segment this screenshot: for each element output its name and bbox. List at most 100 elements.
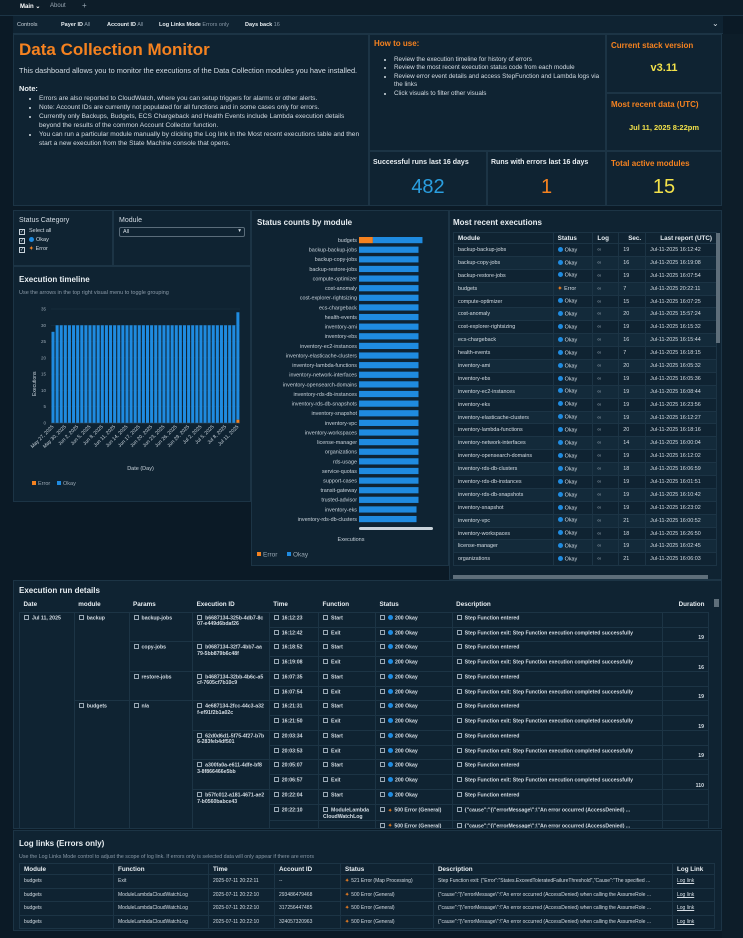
timeline-bar-okay[interactable] bbox=[154, 325, 158, 423]
status-counts-chart[interactable]: budgets backup-backup-jobs backup-copy-job… bbox=[252, 211, 450, 567]
log-link-cell[interactable]: ∞ bbox=[592, 255, 620, 270]
log-link-cell[interactable]: ∞ bbox=[592, 436, 620, 451]
collapse-icon[interactable] bbox=[323, 807, 329, 813]
collapse-icon[interactable] bbox=[197, 644, 203, 650]
log-link-cell[interactable]: ∞ bbox=[592, 294, 620, 309]
table-row[interactable]: inventory-snapshot Okay ∞ 19 Jul-11-2025 16:… bbox=[453, 500, 717, 515]
collapse-icon[interactable] bbox=[197, 762, 203, 768]
log-link-cell[interactable]: ∞ bbox=[592, 487, 620, 502]
collapse-icon[interactable] bbox=[323, 688, 329, 694]
collapse-icon[interactable] bbox=[273, 703, 279, 709]
date-cell[interactable] bbox=[19, 789, 75, 805]
collapse-icon[interactable] bbox=[197, 673, 203, 679]
collapse-icon[interactable] bbox=[273, 792, 279, 798]
status-bar-okay[interactable] bbox=[359, 477, 419, 484]
timeline-bar-okay[interactable] bbox=[195, 325, 199, 423]
table-row[interactable]: budgets ✦ Error ∞ 7 Jul-11-2025 20:22:11 bbox=[453, 281, 717, 296]
status-bar-okay[interactable] bbox=[359, 448, 419, 455]
date-cell[interactable] bbox=[19, 715, 75, 731]
table-row[interactable]: budgets n/a 4e687134-2fcc-44c3-a32f-ef91f2… bbox=[19, 700, 709, 717]
status-bar-okay[interactable] bbox=[359, 515, 417, 523]
collapse-icon[interactable] bbox=[456, 673, 462, 679]
timeline-bar-okay[interactable] bbox=[80, 325, 84, 423]
timeline-bar-okay[interactable] bbox=[158, 325, 162, 423]
column-header[interactable]: Function bbox=[113, 863, 209, 875]
details-scrollbar[interactable] bbox=[714, 599, 719, 607]
table-row[interactable]: copy-jobs b0687134-32f7-4bb7-aa79-5bb879b… bbox=[19, 641, 709, 658]
table-row[interactable]: inventory-ami Okay ∞ 20 Jul-11-2025 16:05:32 bbox=[453, 359, 717, 373]
table-row[interactable]: budgets ModuleLambdaCloudWatchLog 2025-07-… bbox=[19, 887, 715, 902]
status-bar-okay[interactable] bbox=[359, 342, 419, 350]
date-cell[interactable] bbox=[19, 671, 75, 687]
timeline-bar-okay[interactable] bbox=[150, 325, 154, 423]
execution-id-cell[interactable]: b4687134-32bb-4b6c-a5cf-7605cf7b10c9 bbox=[192, 670, 270, 687]
log-link-cell[interactable]: ∞ bbox=[592, 397, 620, 412]
params-cell[interactable] bbox=[128, 759, 194, 775]
column-header[interactable]: Module bbox=[19, 863, 114, 875]
timeline-bar-okay[interactable] bbox=[141, 325, 145, 423]
timeline-bar-okay[interactable] bbox=[215, 325, 219, 423]
params-cell[interactable]: restore-jobs bbox=[128, 670, 194, 687]
table-row[interactable]: license-manager Okay ∞ 19 Jul-11-2025 16:02:… bbox=[453, 539, 717, 554]
link-icon[interactable]: ∞ bbox=[597, 246, 602, 253]
collapse-icon[interactable] bbox=[456, 747, 462, 753]
column-header[interactable]: Description bbox=[433, 863, 673, 875]
collapse-icon[interactable] bbox=[78, 614, 84, 620]
add-sheet-button[interactable]: + bbox=[82, 1, 87, 10]
date-cell[interactable] bbox=[19, 774, 75, 790]
log-link[interactable]: Log link bbox=[677, 905, 695, 912]
collapse-icon[interactable] bbox=[379, 822, 385, 828]
collapse-icon[interactable] bbox=[273, 807, 279, 813]
timeline-bar-okay[interactable] bbox=[203, 325, 207, 423]
table-row[interactable]: ✦ 500 Error (General) {"cause":"{\"errorMe… bbox=[19, 819, 709, 828]
log-link-cell[interactable]: ∞ bbox=[592, 307, 620, 322]
table-row[interactable]: inventory-ec2-instances Okay ∞ 19 Jul-11-202… bbox=[453, 384, 717, 399]
log-link[interactable]: Log link bbox=[677, 891, 695, 898]
date-cell[interactable] bbox=[19, 627, 75, 642]
collapse-icon[interactable] bbox=[379, 673, 385, 679]
date-cell[interactable] bbox=[19, 804, 75, 821]
timeline-bar-okay[interactable] bbox=[121, 325, 125, 423]
legend-label[interactable]: Okay bbox=[293, 552, 309, 559]
log-link-cell[interactable]: ∞ bbox=[592, 423, 620, 438]
column-header[interactable]: Function bbox=[318, 598, 376, 612]
timeline-bar-okay[interactable] bbox=[109, 325, 113, 423]
collapse-icon[interactable] bbox=[323, 777, 329, 783]
status-bar-okay[interactable] bbox=[359, 294, 419, 301]
collapse-icon[interactable] bbox=[273, 732, 279, 738]
timeline-bar-okay[interactable] bbox=[170, 325, 174, 423]
collapse-icon[interactable] bbox=[456, 732, 462, 738]
log-link-cell[interactable]: ∞ bbox=[592, 384, 620, 399]
collapse-icon[interactable] bbox=[273, 762, 279, 768]
date-cell[interactable] bbox=[19, 820, 75, 828]
column-header[interactable]: Log bbox=[592, 232, 620, 244]
execution-id-cell[interactable]: b6687134-325b-4db7-8c07-e449d6bdaf26 bbox=[192, 611, 270, 627]
module-cell[interactable] bbox=[73, 686, 130, 701]
link-icon[interactable]: ∞ bbox=[597, 466, 602, 473]
params-cell[interactable]: backup-jobs bbox=[128, 611, 194, 627]
params-cell[interactable] bbox=[128, 715, 194, 731]
module-select[interactable]: All ▾ bbox=[119, 227, 245, 237]
table-row[interactable]: 20:22:10 ModuleLambdaCloudWatchLog ✦ 500 Er… bbox=[19, 804, 709, 821]
table-row[interactable]: ecs-chargeback Okay ∞ 16 Jul-11-2025 16:15:4… bbox=[453, 333, 717, 348]
date-cell[interactable] bbox=[19, 686, 75, 701]
collapse-icon[interactable] bbox=[273, 747, 279, 753]
module-cell[interactable]: backup bbox=[73, 611, 130, 627]
collapse-icon[interactable] bbox=[456, 644, 462, 650]
collapse-icon[interactable] bbox=[379, 792, 385, 798]
column-header[interactable]: Status bbox=[340, 863, 434, 875]
date-cell[interactable] bbox=[19, 656, 75, 672]
collapse-icon[interactable] bbox=[323, 659, 329, 665]
table-row[interactable]: 20:06:57 Exit 200 Okay Step Function exit: … bbox=[19, 774, 709, 791]
execution-id-cell[interactable] bbox=[192, 820, 270, 828]
execution-id-cell[interactable]: a300fa0a-e611-4dfe-bf83-8f866466e5bb bbox=[192, 759, 270, 775]
collapse-icon[interactable] bbox=[273, 644, 279, 650]
table-row[interactable]: inventory-eks Okay ∞ 19 Jul-11-2025 16:23:56 bbox=[453, 397, 717, 412]
column-header[interactable]: module bbox=[74, 598, 130, 612]
status-bar-okay[interactable] bbox=[359, 400, 419, 407]
table-row[interactable]: 62d0d6d1-5f75-4f27-b7b6-283feb4df501 20:0… bbox=[19, 729, 709, 746]
column-header[interactable]: Last report (UTC) bbox=[645, 232, 717, 244]
collapse-icon[interactable] bbox=[456, 703, 462, 709]
date-cell[interactable]: Jul 11, 2025 bbox=[19, 611, 75, 627]
